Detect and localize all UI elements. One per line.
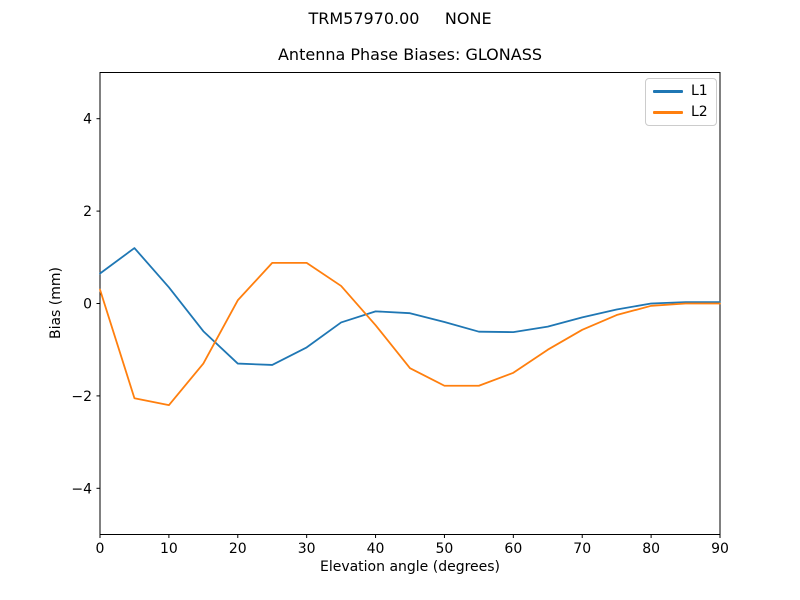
- legend-label-l1: L1: [691, 83, 708, 99]
- x-tick-label: 80: [642, 541, 660, 557]
- series-line-l1: [99, 247, 721, 366]
- x-tick-label: 0: [96, 541, 105, 557]
- x-tick-label: 30: [298, 541, 316, 557]
- x-tick-label: 90: [711, 541, 729, 557]
- figure-suptitle: TRM57970.00 NONE: [308, 9, 492, 28]
- l1-line-swatch: [653, 90, 683, 93]
- x-tick-label: 50: [436, 541, 454, 557]
- y-tick-label: −4: [71, 481, 92, 497]
- x-tick-label: 40: [367, 541, 385, 557]
- x-tick-label: 70: [573, 541, 591, 557]
- y-tick-label: 2: [83, 204, 92, 220]
- l2-line-swatch: [653, 111, 683, 114]
- axes-frame: [99, 72, 721, 535]
- chart-title: Antenna Phase Biases: GLONASS: [277, 45, 542, 64]
- x-axis-label: Elevation angle (degrees): [319, 559, 501, 575]
- series-line-l2: [99, 261, 721, 407]
- legend-label-l2: L2: [691, 104, 708, 120]
- x-tick-label: 20: [229, 541, 247, 557]
- x-tick-label: 60: [504, 541, 522, 557]
- y-axis-label: Bias (mm): [48, 266, 64, 340]
- legend-item-l2: L2: [653, 105, 708, 120]
- y-tick-label: 4: [83, 112, 92, 128]
- legend: L1 L2: [645, 78, 717, 126]
- y-tick-label: 0: [83, 297, 92, 313]
- legend-item-l1: L1: [653, 84, 708, 99]
- x-tick-label: 10: [160, 541, 178, 557]
- y-tick-label: −2: [71, 389, 92, 405]
